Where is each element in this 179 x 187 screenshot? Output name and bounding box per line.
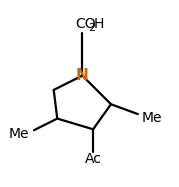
Text: Me: Me: [141, 111, 162, 125]
Text: 2: 2: [89, 23, 96, 33]
Text: H: H: [94, 17, 104, 31]
Text: N: N: [76, 68, 89, 83]
Text: Ac: Ac: [85, 152, 101, 166]
Text: CO: CO: [75, 17, 96, 31]
Text: Me: Me: [9, 127, 30, 141]
